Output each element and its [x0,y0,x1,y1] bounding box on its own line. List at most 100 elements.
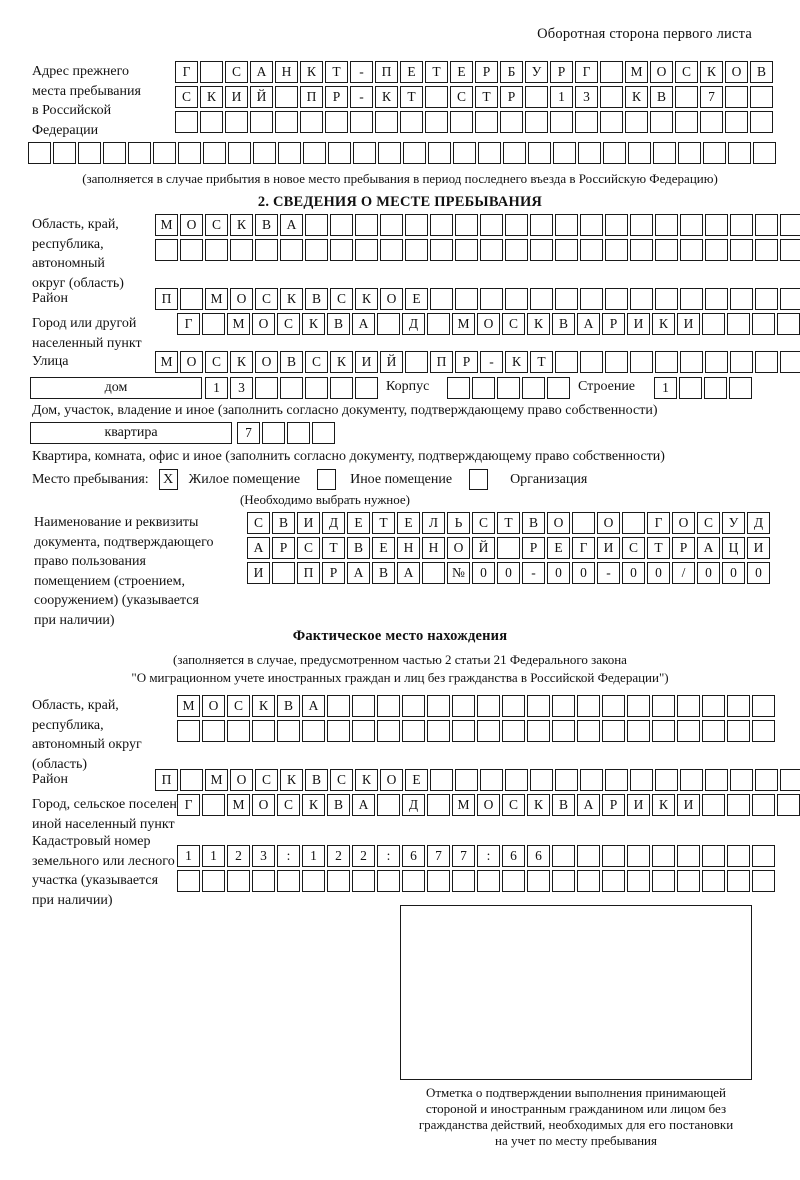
grid-cell[interactable] [402,695,425,717]
prev-address-row-4[interactable] [28,142,778,164]
grid-cell[interactable]: Й [380,351,403,373]
house-word-box[interactable]: дом [30,377,202,399]
grid-cell[interactable]: К [527,313,550,335]
grid-cell[interactable] [705,769,728,791]
grid-cell[interactable] [128,142,151,164]
grid-cell[interactable]: В [305,288,328,310]
grid-cell[interactable]: И [597,537,620,559]
grid-cell[interactable]: О [597,512,620,534]
grid-cell[interactable] [704,377,727,399]
grid-cell[interactable]: В [372,562,395,584]
grid-cell[interactable]: Д [402,794,425,816]
grid-cell[interactable]: М [625,61,648,83]
grid-cell[interactable] [328,142,351,164]
grid-cell[interactable]: М [177,695,200,717]
grid-cell[interactable]: К [527,794,550,816]
korpus-cells[interactable] [447,377,572,399]
grid-cell[interactable]: 1 [205,377,228,399]
grid-cell[interactable] [678,142,701,164]
grid-cell[interactable] [780,288,800,310]
grid-cell[interactable]: К [230,214,253,236]
grid-cell[interactable]: Е [397,512,420,534]
grid-cell[interactable]: С [330,769,353,791]
grid-cell[interactable]: А [247,537,270,559]
stay-type-checkbox-other[interactable] [317,469,337,490]
grid-cell[interactable] [455,239,478,261]
grid-cell[interactable]: С [502,794,525,816]
grid-cell[interactable] [480,214,503,236]
grid-cell[interactable] [555,351,578,373]
grid-cell[interactable]: Д [747,512,770,534]
grid-cell[interactable]: К [330,351,353,373]
grid-cell[interactable] [352,720,375,742]
grid-cell[interactable] [427,695,450,717]
grid-cell[interactable]: А [577,794,600,816]
grid-cell[interactable] [755,769,778,791]
grid-cell[interactable]: 0 [572,562,595,584]
grid-cell[interactable]: В [327,313,350,335]
grid-cell[interactable] [525,111,548,133]
grid-cell[interactable]: Р [500,86,523,108]
grid-cell[interactable] [300,111,323,133]
grid-cell[interactable] [277,870,300,892]
grid-cell[interactable] [602,845,625,867]
grid-cell[interactable] [377,720,400,742]
grid-cell[interactable] [725,111,748,133]
grid-cell[interactable]: М [227,313,250,335]
grid-cell[interactable]: - [597,562,620,584]
grid-cell[interactable] [727,845,750,867]
grid-cell[interactable]: В [552,313,575,335]
grid-cell[interactable] [755,239,778,261]
grid-cell[interactable]: С [502,313,525,335]
grid-cell[interactable]: М [205,288,228,310]
grid-cell[interactable]: № [447,562,470,584]
grid-cell[interactable]: Г [575,61,598,83]
grid-cell[interactable] [680,769,703,791]
grid-cell[interactable] [403,142,426,164]
grid-cell[interactable] [177,720,200,742]
grid-cell[interactable]: С [622,537,645,559]
grid-cell[interactable] [502,870,525,892]
grid-cell[interactable]: 2 [227,845,250,867]
grid-cell[interactable]: С [675,61,698,83]
grid-cell[interactable] [655,239,678,261]
grid-cell[interactable] [225,111,248,133]
grid-cell[interactable]: О [725,61,748,83]
grid-cell[interactable] [530,214,553,236]
grid-cell[interactable]: 7 [237,422,260,444]
grid-cell[interactable]: 0 [697,562,720,584]
grid-cell[interactable]: М [227,794,250,816]
grid-cell[interactable] [430,769,453,791]
grid-cell[interactable] [555,288,578,310]
grid-cell[interactable] [727,720,750,742]
grid-cell[interactable] [178,142,201,164]
grid-cell[interactable]: 3 [252,845,275,867]
grid-cell[interactable] [405,351,428,373]
grid-cell[interactable] [202,870,225,892]
grid-cell[interactable] [552,720,575,742]
grid-cell[interactable] [497,537,520,559]
grid-cell[interactable] [605,351,628,373]
grid-cell[interactable] [580,239,603,261]
grid-cell[interactable] [652,845,675,867]
grid-cell[interactable] [330,239,353,261]
grid-cell[interactable] [205,239,228,261]
grid-cell[interactable]: К [355,769,378,791]
grid-cell[interactable]: В [552,794,575,816]
grid-cell[interactable] [655,769,678,791]
grid-cell[interactable] [275,111,298,133]
grid-cell[interactable] [453,142,476,164]
grid-cell[interactable] [755,214,778,236]
grid-cell[interactable] [702,313,725,335]
grid-cell[interactable]: П [430,351,453,373]
grid-cell[interactable]: С [305,351,328,373]
grid-cell[interactable]: И [677,794,700,816]
stroenie-cells[interactable]: 1 [654,377,754,399]
grid-cell[interactable]: С [175,86,198,108]
grid-cell[interactable]: Б [500,61,523,83]
grid-cell[interactable] [679,377,702,399]
grid-cell[interactable]: И [627,313,650,335]
